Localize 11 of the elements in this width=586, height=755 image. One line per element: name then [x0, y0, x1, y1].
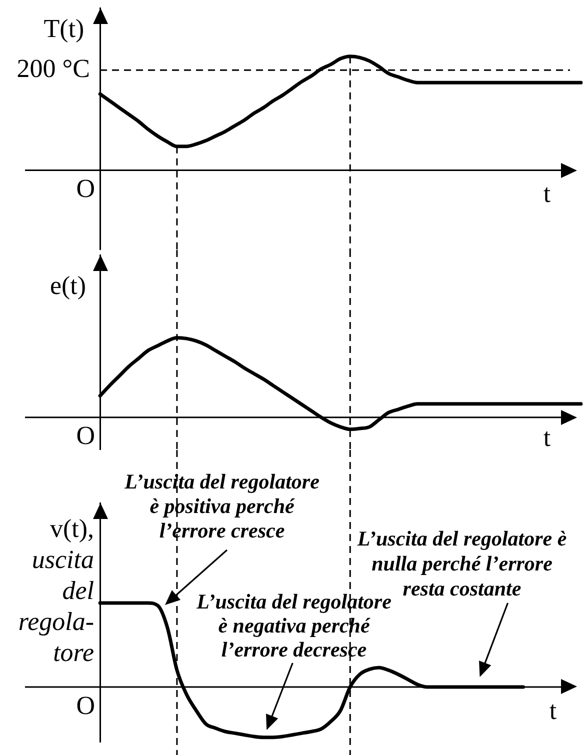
text: L’uscita del regolatore è positiva perché l’errore cresce: [124, 469, 320, 542]
ref-line-label: 200 °C: [16, 54, 90, 83]
x-axis-title: t: [543, 422, 552, 452]
text: O: [76, 690, 95, 720]
text: O: [76, 174, 95, 204]
y-axis-title: e(t): [50, 270, 86, 300]
y-axis-title: T(t): [44, 14, 84, 43]
x-axis-title: t: [543, 178, 552, 208]
text: O: [76, 421, 95, 450]
x-axis-title: t: [549, 696, 558, 725]
y-axis-title: v(t), uscita del regola- tore: [18, 514, 94, 667]
